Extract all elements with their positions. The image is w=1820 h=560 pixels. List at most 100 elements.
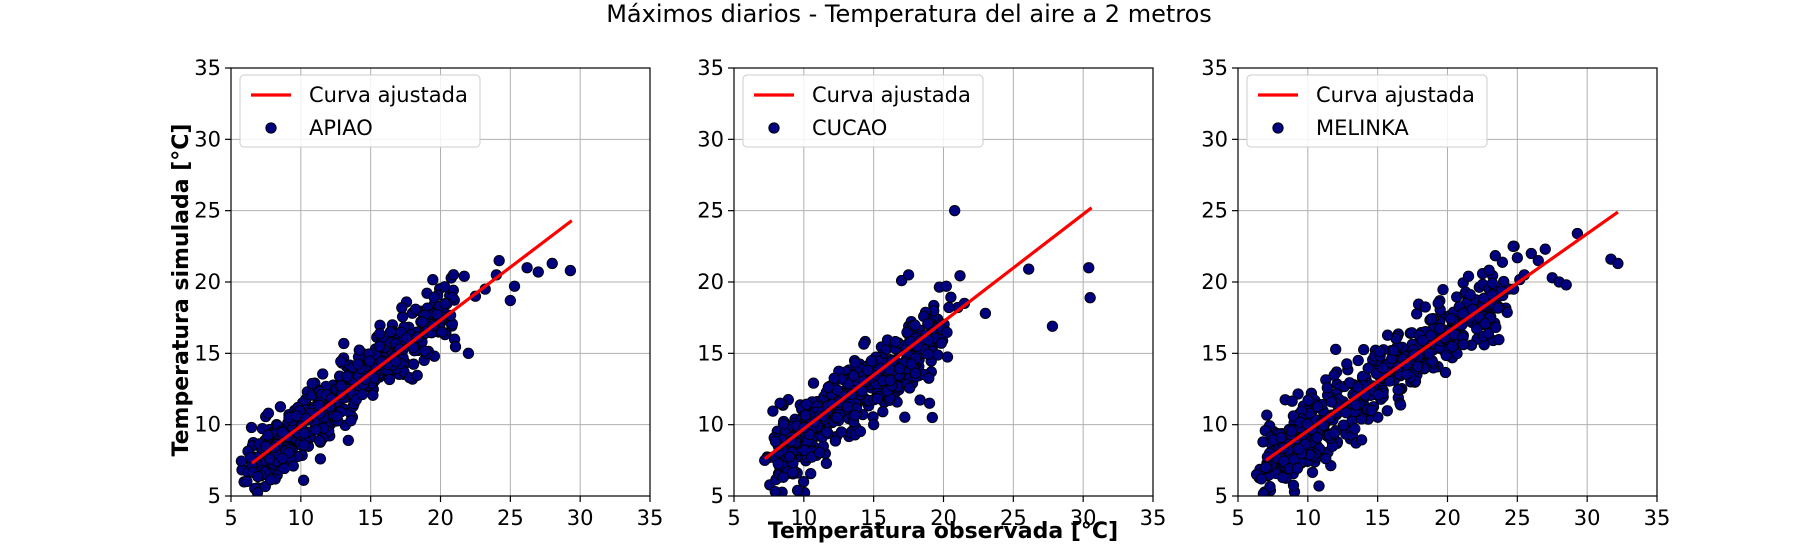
scatter-points-melinka bbox=[1250, 227, 1624, 496]
x-tick-label: 25 bbox=[1000, 506, 1027, 530]
scatter-point bbox=[941, 351, 954, 363]
scatter-point bbox=[396, 302, 408, 314]
scatter-point bbox=[1457, 307, 1469, 320]
scatter-point bbox=[298, 427, 310, 440]
y-tick-label: 15 bbox=[1201, 341, 1228, 365]
x-tick-label: 5 bbox=[727, 506, 740, 530]
chart-title: Máximos diarios - Temperatura del aire a… bbox=[606, 0, 1212, 28]
scatter-point bbox=[922, 318, 934, 330]
x-tick-label: 10 bbox=[790, 506, 817, 530]
scatter-point bbox=[306, 377, 318, 390]
scatter-point bbox=[290, 410, 303, 422]
y-tick-label: 30 bbox=[1201, 127, 1228, 151]
scatter-point bbox=[401, 332, 413, 344]
x-tick-label: 5 bbox=[1231, 506, 1244, 530]
scatter-point bbox=[1496, 256, 1509, 268]
y-tick-label: 15 bbox=[697, 341, 724, 365]
scatter-point bbox=[1446, 340, 1458, 353]
scatter-point bbox=[1352, 354, 1364, 367]
scatter-point bbox=[532, 266, 544, 278]
scatter-point bbox=[1365, 404, 1378, 417]
scatter-point bbox=[772, 458, 784, 470]
scatter-point bbox=[373, 340, 386, 353]
scatter-point bbox=[439, 298, 451, 310]
legend-point-swatch bbox=[265, 122, 277, 134]
scatter-point bbox=[821, 426, 833, 438]
legend-fit-label: Curva ajustada bbox=[1316, 83, 1475, 107]
scatter-point bbox=[1493, 333, 1505, 346]
scatter-point bbox=[1525, 247, 1537, 260]
y-tick-label: 20 bbox=[1201, 270, 1228, 294]
legend-point-swatch bbox=[1272, 122, 1284, 134]
scatter-point bbox=[1260, 461, 1272, 474]
scatter-point bbox=[298, 439, 310, 451]
scatter-point bbox=[335, 380, 347, 392]
scatter-point bbox=[835, 426, 848, 438]
legend-cucao: Curva ajustada CUCAO bbox=[742, 74, 984, 148]
scatter-point bbox=[1340, 407, 1352, 419]
x-tick-label: 30 bbox=[567, 506, 594, 530]
scatter-point bbox=[276, 452, 289, 465]
scatter-point bbox=[769, 435, 782, 448]
scatter-point bbox=[1482, 327, 1495, 340]
scatter-point bbox=[1416, 334, 1429, 347]
y-axis-label: Temperatura simulada [°C] bbox=[169, 124, 194, 457]
scatter-point bbox=[822, 381, 834, 393]
scatter-point bbox=[943, 301, 955, 314]
scatter-point bbox=[244, 451, 257, 464]
scatter-point bbox=[436, 326, 448, 338]
y-tick-label: 25 bbox=[1201, 199, 1228, 223]
scatter-point bbox=[902, 269, 915, 281]
scatter-point bbox=[241, 475, 253, 488]
plot-area bbox=[1250, 210, 1624, 496]
scatter-point bbox=[1330, 343, 1342, 356]
scatter-point bbox=[1321, 382, 1333, 394]
y-tick-label: 30 bbox=[194, 127, 221, 151]
scatter-point bbox=[1325, 396, 1338, 408]
scatter-point bbox=[1392, 384, 1404, 396]
scatter-point bbox=[935, 337, 947, 349]
scatter-point bbox=[1492, 302, 1504, 314]
scatter-point bbox=[922, 348, 934, 360]
scatter-point bbox=[1394, 399, 1407, 411]
scatter-point bbox=[416, 316, 429, 328]
fit-line-apiao bbox=[250, 219, 573, 465]
scatter-point bbox=[1471, 323, 1483, 335]
x-tick-label: 20 bbox=[427, 506, 454, 530]
scatter-point bbox=[1439, 366, 1452, 379]
x-tick-label: 20 bbox=[1434, 506, 1461, 530]
scatter-point bbox=[871, 393, 883, 405]
scatter-point bbox=[884, 374, 896, 387]
scatter-point bbox=[1381, 405, 1393, 417]
scatter-point bbox=[1483, 264, 1495, 276]
scatter-point bbox=[428, 291, 440, 304]
x-tick-label: 20 bbox=[930, 506, 957, 530]
legend-box bbox=[239, 74, 481, 148]
scatter-point bbox=[356, 388, 369, 401]
scatter-point bbox=[923, 397, 936, 409]
scatter-point bbox=[313, 435, 326, 447]
scatter-point bbox=[777, 418, 790, 430]
scatter-point bbox=[1381, 329, 1394, 341]
scatter-point bbox=[427, 274, 439, 286]
y-tick-label: 5 bbox=[711, 484, 724, 508]
y-tick-label: 35 bbox=[1201, 56, 1228, 80]
x-tick-label: 15 bbox=[860, 506, 887, 530]
scatter-point bbox=[264, 453, 276, 465]
scatter-point bbox=[521, 262, 533, 274]
scatter-point bbox=[1311, 432, 1323, 444]
scatter-point bbox=[419, 345, 431, 357]
scatter-point bbox=[1355, 434, 1368, 446]
scatter-point bbox=[941, 326, 953, 339]
scatter-point bbox=[905, 358, 917, 370]
scatter-point bbox=[1255, 473, 1267, 485]
subplot-apiao: 5 10 15 20 25 30 35 5 10 15 20 25 30 35 Curva ajustada… bbox=[194, 56, 663, 530]
legend-box bbox=[742, 74, 984, 148]
scatter-point bbox=[829, 435, 842, 447]
scatter-point bbox=[390, 355, 402, 368]
scatter-point bbox=[954, 270, 966, 282]
scatter-point bbox=[1046, 320, 1059, 332]
scatter-point bbox=[1464, 288, 1476, 301]
fit-line-melinka bbox=[1265, 210, 1619, 462]
scatter-point bbox=[820, 457, 833, 470]
